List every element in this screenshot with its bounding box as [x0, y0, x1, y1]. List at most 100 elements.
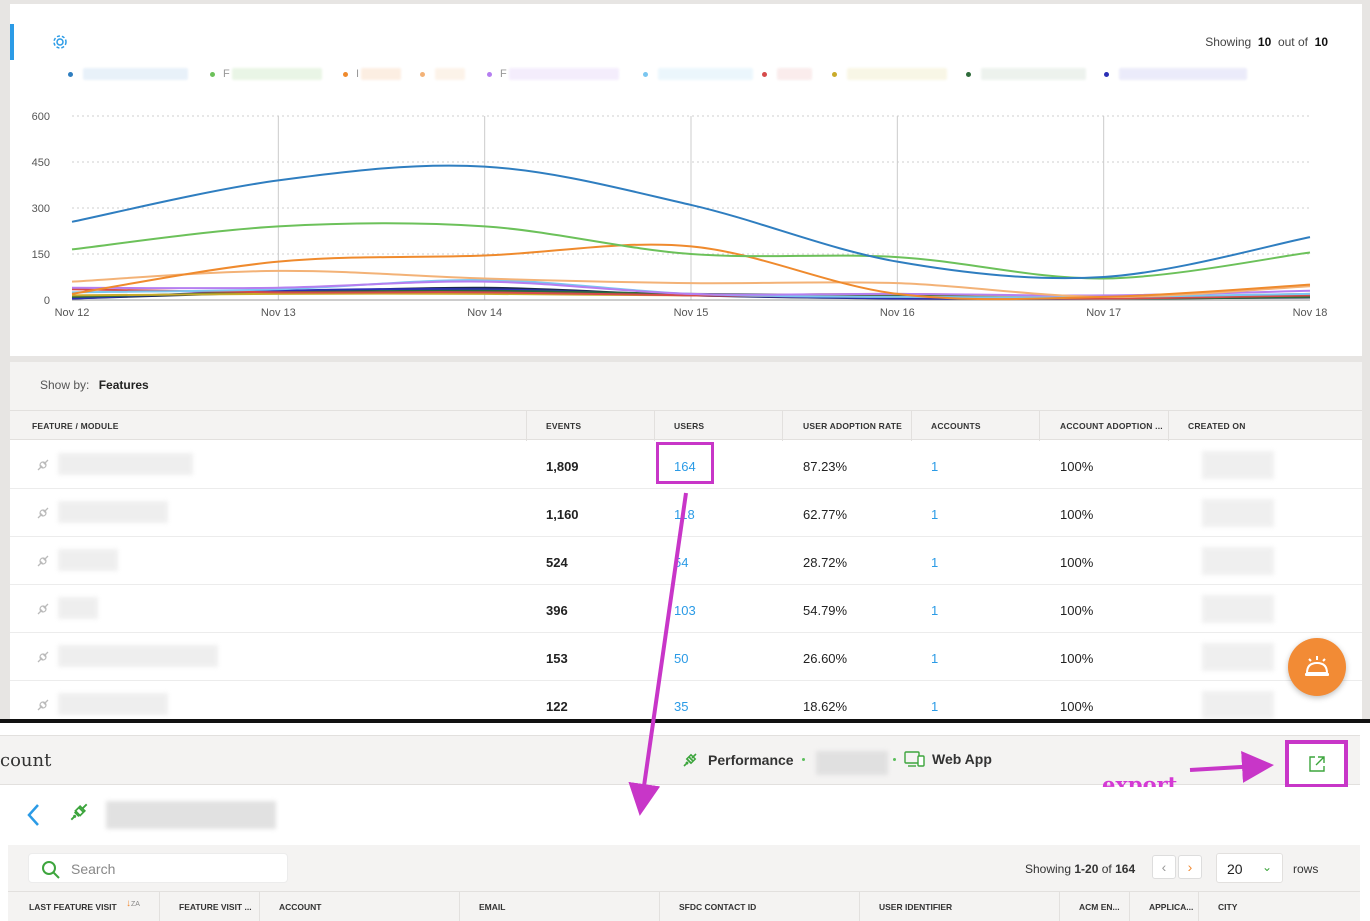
series-line [71, 243, 1311, 301]
col-last-feature-visit[interactable]: LAST FEATURE VISIT [29, 902, 117, 912]
table-row[interactable]: 524 54 28.72% 1 100% [10, 537, 1362, 585]
accounts-link[interactable]: 1 [931, 603, 939, 618]
accounts-link[interactable]: 1 [931, 507, 939, 522]
col-city[interactable]: CITY [1218, 902, 1238, 912]
users-table-header: LAST FEATURE VISIT ↓ZA FEATURE VISIT ...… [8, 891, 1360, 921]
table-row[interactable]: 1,160 118 62.77% 1 100% [10, 489, 1362, 537]
x-tick-label: Nov 14 [467, 307, 502, 319]
legend-item[interactable] [643, 66, 753, 82]
events-value: 1,160 [546, 507, 579, 522]
series-count: Showing 10 out of 10 [1205, 35, 1328, 49]
account-adoption-value: 100% [1060, 459, 1094, 474]
search-input[interactable] [71, 860, 271, 878]
events-value: 1,809 [546, 459, 579, 474]
redacted-legend-text [435, 68, 465, 80]
users-link[interactable]: 54 [674, 555, 689, 570]
col-user-identifier[interactable]: USER IDENTIFIER [879, 902, 953, 912]
users-link[interactable]: 50 [674, 651, 689, 666]
toolbar: Showing 1-20 of 164 ‹ › 20 ⌄ rows [8, 845, 1360, 891]
col-divider [911, 411, 912, 441]
show-by-control[interactable]: Show by: Features [10, 362, 1362, 410]
legend-color-dot [210, 71, 215, 77]
detail-header: count Performance Web App export [0, 735, 1360, 797]
redacted-legend-text [83, 68, 188, 80]
legend-item[interactable] [966, 66, 1086, 82]
redacted-feature-name [58, 693, 168, 715]
legend-item[interactable] [68, 66, 188, 82]
redacted-created-on [1202, 451, 1274, 479]
legend-item[interactable] [420, 66, 465, 82]
table-row[interactable]: 122 35 18.62% 1 100% [10, 681, 1362, 722]
legend-item[interactable] [762, 66, 812, 82]
notification-bell-button[interactable] [1288, 638, 1346, 696]
col-divider [159, 892, 160, 921]
feature-plug-icon [70, 803, 88, 821]
accounts-link[interactable]: 1 [931, 555, 939, 570]
series-line [71, 222, 1311, 280]
x-tick-label: Nov 13 [261, 307, 296, 319]
show-by-value[interactable]: Features [98, 378, 149, 392]
col-accounts[interactable]: ACCOUNTS [931, 421, 981, 431]
col-divider [1039, 411, 1040, 441]
col-feature[interactable]: FEATURE / MODULE [32, 421, 119, 431]
users-link[interactable]: 164 [674, 459, 696, 474]
legend-label: F [223, 68, 230, 80]
legend-item[interactable]: F [487, 66, 619, 82]
legend-item[interactable] [832, 66, 947, 82]
usage-line-chart: 0 150 300 450 600 Nov 12 Nov 13 Nov 14 Nov 15 Nov… [32, 111, 1328, 319]
plug-icon [37, 651, 49, 663]
rows-label: rows [1293, 862, 1319, 876]
next-page-button[interactable]: › [1178, 855, 1202, 879]
legend-item[interactable]: I [343, 66, 402, 82]
settings-gear-icon[interactable] [52, 34, 68, 50]
prev-page-button[interactable]: ‹ [1152, 855, 1176, 879]
accounts-link[interactable]: 1 [931, 699, 939, 714]
redacted-legend-text [658, 68, 753, 80]
legend-color-dot [832, 71, 837, 77]
rows-per-page-select[interactable]: 20 ⌄ [1216, 853, 1283, 883]
legend-item[interactable] [1104, 66, 1247, 82]
legend-color-dot [762, 71, 767, 77]
col-divider [1168, 411, 1169, 441]
col-user-adoption[interactable]: USER ADOPTION RATE [803, 421, 902, 431]
users-link[interactable]: 35 [674, 699, 689, 714]
x-tick-label: Nov 12 [55, 307, 90, 319]
plug-icon [683, 753, 697, 767]
chevron-down-icon: ⌄ [1261, 860, 1272, 874]
card-accent-bar [10, 24, 14, 60]
legend-item[interactable]: F [210, 66, 322, 82]
legend-label: I [356, 68, 360, 80]
sort-desc-icon[interactable]: ↓ZA [126, 898, 140, 909]
detail-nav-row [0, 787, 1360, 843]
legend-color-dot [487, 71, 492, 77]
users-link[interactable]: 118 [674, 507, 695, 522]
table-row[interactable]: 1,809 164 87.23% 1 100% [10, 441, 1362, 489]
back-chevron-icon[interactable] [24, 801, 44, 829]
col-users[interactable]: USERS [674, 421, 705, 431]
col-created-on[interactable]: CREATED ON [1188, 421, 1246, 431]
events-value: 524 [546, 555, 568, 570]
table-row[interactable]: 396 103 54.79% 1 100% [10, 585, 1362, 633]
events-value: 122 [546, 699, 568, 714]
col-feature-visit[interactable]: FEATURE VISIT ... [179, 902, 252, 912]
col-application[interactable]: APPLICA... [1149, 902, 1194, 912]
col-account[interactable]: ACCOUNT [279, 902, 322, 912]
col-account-adoption[interactable]: ACCOUNT ADOPTION ... [1060, 421, 1163, 431]
col-email[interactable]: EMAIL [479, 902, 506, 912]
col-sfdc-contact-id[interactable]: SFDC CONTACT ID [679, 902, 757, 912]
users-link[interactable]: 103 [674, 603, 696, 618]
legend-color-dot [643, 71, 648, 77]
accounts-link[interactable]: 1 [931, 651, 939, 666]
table-row[interactable]: 153 50 26.60% 1 100% [10, 633, 1362, 681]
search-field[interactable] [28, 853, 288, 883]
accounts-link[interactable]: 1 [931, 459, 939, 474]
events-value: 396 [546, 603, 568, 618]
col-divider [1129, 892, 1130, 921]
legend-color-dot [343, 71, 348, 77]
col-acm-en[interactable]: ACM EN... [1079, 902, 1120, 912]
col-events[interactable]: EVENTS [546, 421, 582, 431]
export-button[interactable] [1285, 740, 1348, 788]
col-divider [654, 411, 655, 441]
y-tick-label: 0 [44, 295, 50, 307]
redacted-created-on [1202, 499, 1274, 527]
